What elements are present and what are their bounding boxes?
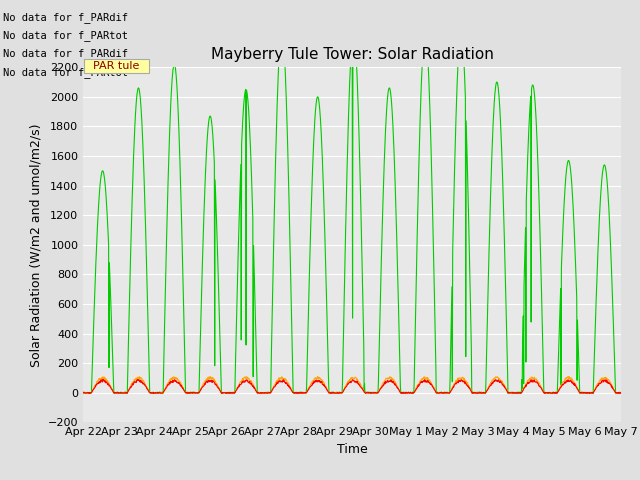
X-axis label: Time: Time xyxy=(337,443,367,456)
Title: Mayberry Tule Tower: Solar Radiation: Mayberry Tule Tower: Solar Radiation xyxy=(211,47,493,62)
Text: No data for f_PARdif: No data for f_PARdif xyxy=(3,12,128,23)
Text: PAR tule: PAR tule xyxy=(86,61,147,71)
Text: No data for f_PARtot: No data for f_PARtot xyxy=(3,67,128,78)
Y-axis label: Solar Radiation (W/m2 and umol/m2/s): Solar Radiation (W/m2 and umol/m2/s) xyxy=(29,123,42,367)
Text: No data for f_PARtot: No data for f_PARtot xyxy=(3,30,128,41)
Text: No data for f_PARdif: No data for f_PARdif xyxy=(3,48,128,60)
